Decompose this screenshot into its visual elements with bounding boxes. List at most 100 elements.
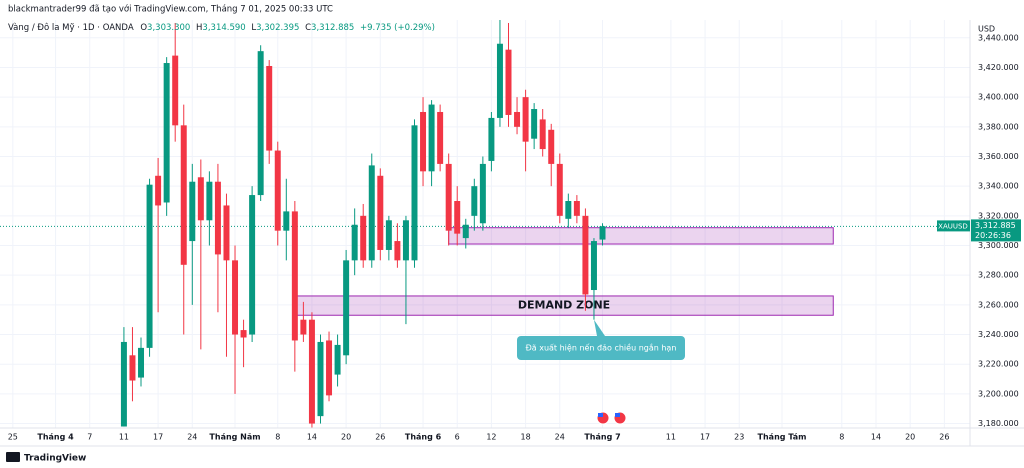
currency: USD [978,25,995,34]
change: +9.735 (+0.29%) [360,23,435,33]
x-tick-label: 14 [307,433,317,442]
o: 3,303.300 [147,23,190,33]
candle-body [283,211,290,231]
x-tick-label: 17 [153,433,163,442]
candle-body [155,175,162,206]
candle-body [214,181,221,255]
candle-body [590,241,597,291]
candle-body [172,55,179,126]
x-tick-label: Tháng Năm [209,433,260,442]
countdown: 20:26:36 [975,231,1011,240]
candle-body [266,65,273,151]
x-tick-label: 26 [939,433,949,442]
candle-body [129,355,136,381]
l-label: L [251,23,256,33]
candle-body [326,340,333,396]
x-tick-label: 8 [275,433,280,442]
candle-body [240,330,247,338]
candle-body [223,205,230,261]
y-tick-label: 3,440.000 [978,33,1019,42]
candle-body [377,175,384,250]
y-tick-label: 3,300.000 [978,241,1019,250]
plot-area: DEMAND ZONE [0,20,970,428]
candle-body [385,220,392,250]
x-tick-label: 25 [8,433,18,442]
logo-icon [6,452,20,462]
candle-body [257,51,264,196]
legend: Vàng / Đô la Mỹ · 1D · OANDA O3,303.300 … [8,22,435,33]
y-tick-label: 3,260.000 [978,300,1019,309]
ticker: XAUUSD [938,222,968,230]
l: 3,302.395 [256,23,299,33]
x-tick-label: 8 [839,433,844,442]
callout-text: Đã xuất hiện nến đảo chiều ngắn hạn [526,343,677,354]
x-tick-label: 26 [375,433,385,442]
x-tick-label: 20 [341,433,351,442]
candle-body [479,163,486,224]
candle-body [462,224,469,239]
x-tick-label: 24 [187,433,197,442]
y-tick-label: 3,240.000 [978,330,1019,339]
x-tick-label: 7 [87,433,92,442]
h: 3,314.590 [202,23,245,33]
candle-body [334,344,341,375]
candle-body [556,163,563,216]
candle-body [343,260,350,356]
candle-body [394,241,401,261]
candle-body [411,125,418,261]
candle-body [573,201,580,216]
y-tick-label: 3,420.000 [978,63,1019,72]
x-tick-label: 18 [521,433,531,442]
x-tick-label: Tháng 7 [584,433,620,442]
zone [448,227,834,245]
footer-logo: TradingView [6,452,86,464]
candle-body [428,104,435,172]
candle-body [454,201,461,234]
candle-body [445,163,452,231]
y-tick-label: 3,360.000 [978,152,1019,161]
candle-body [189,181,196,242]
candle-body [471,186,478,216]
candle-body [402,220,409,261]
candle-body [317,341,324,417]
y-tick-label: 3,320.000 [978,211,1019,220]
y-tick-label: 3,220.000 [978,360,1019,369]
h-label: H [196,23,202,33]
candle-body [180,125,187,265]
ticker-tag [937,220,970,232]
candle-body [206,181,213,221]
candle-body [599,226,606,240]
candle-body [522,97,529,142]
y-tick-label: 3,380.000 [978,122,1019,131]
x-tick-label: 11 [666,433,676,442]
candle-body [291,211,298,341]
candle-body [146,184,153,348]
x-tick-label: Tháng Tám [758,433,807,442]
candle-body [488,117,495,161]
candle-body [496,43,503,118]
candle-body [197,177,204,221]
x-tick-label: 24 [555,433,565,442]
y-tick-label: 3,340.000 [978,182,1019,191]
candle-body [232,260,239,335]
x-tick-label: Tháng 6 [405,433,442,442]
candle-body [360,215,367,261]
flag-canton [615,413,620,417]
flags [596,411,627,425]
candle-body [300,319,307,335]
candle-body [249,195,256,335]
callout-box [517,336,685,360]
c-label: C [305,23,311,33]
x-tick-label: 6 [455,433,460,442]
last-price-label: 3,312.885 [975,221,1016,230]
o-label: O [140,23,147,33]
symbol: Vàng / Đô la Mỹ · 1D · OANDA [8,22,134,33]
header: blackmantrader99 đã tạo với TradingView.… [8,4,333,15]
x-tick-label: 23 [734,433,744,442]
candle-body [308,319,315,424]
candle-body [565,201,572,219]
x-tick-label: 20 [905,433,915,442]
x-tick-label: 12 [486,433,496,442]
